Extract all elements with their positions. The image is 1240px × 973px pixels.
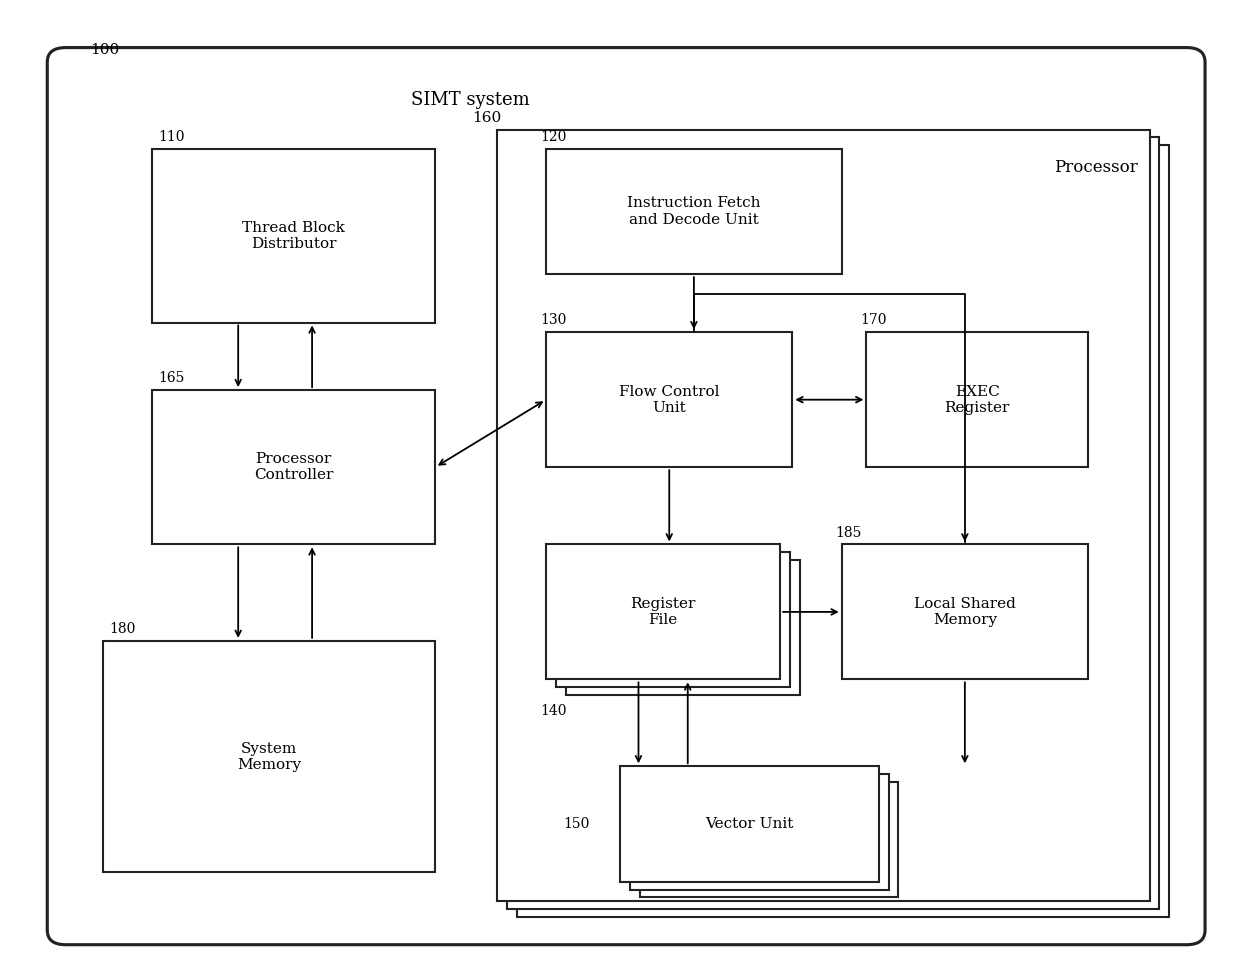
Text: Processor: Processor: [1054, 159, 1137, 175]
Text: Vector Unit: Vector Unit: [706, 817, 794, 831]
FancyBboxPatch shape: [517, 145, 1169, 917]
Text: 100: 100: [91, 43, 119, 57]
Text: Local Shared
Memory: Local Shared Memory: [914, 596, 1016, 627]
Text: Processor
Controller: Processor Controller: [254, 452, 334, 483]
FancyBboxPatch shape: [546, 332, 792, 467]
Text: System
Memory: System Memory: [237, 741, 301, 772]
Text: Register
File: Register File: [630, 596, 696, 627]
Text: 140: 140: [539, 703, 567, 717]
Text: 110: 110: [159, 130, 185, 144]
FancyBboxPatch shape: [103, 641, 435, 873]
Text: 165: 165: [159, 372, 185, 385]
Text: 180: 180: [109, 622, 135, 636]
FancyBboxPatch shape: [507, 137, 1159, 909]
FancyBboxPatch shape: [842, 544, 1087, 679]
FancyBboxPatch shape: [153, 149, 435, 322]
Text: 160: 160: [472, 111, 501, 125]
Text: 120: 120: [539, 130, 567, 144]
Text: 130: 130: [539, 313, 567, 327]
FancyBboxPatch shape: [565, 559, 800, 695]
FancyBboxPatch shape: [640, 781, 898, 897]
Text: SIMT system: SIMT system: [410, 91, 529, 109]
FancyBboxPatch shape: [620, 767, 879, 882]
FancyBboxPatch shape: [47, 48, 1205, 945]
Text: EXEC
Register: EXEC Register: [945, 384, 1009, 414]
FancyBboxPatch shape: [556, 552, 790, 687]
Text: Thread Block
Distributor: Thread Block Distributor: [242, 221, 345, 251]
FancyBboxPatch shape: [546, 149, 842, 274]
FancyBboxPatch shape: [867, 332, 1087, 467]
Text: 185: 185: [836, 525, 862, 540]
Text: 170: 170: [861, 313, 887, 327]
Text: 150: 150: [563, 817, 589, 831]
Text: Instruction Fetch
and Decode Unit: Instruction Fetch and Decode Unit: [627, 197, 760, 227]
FancyBboxPatch shape: [497, 129, 1149, 901]
Text: Flow Control
Unit: Flow Control Unit: [619, 384, 719, 414]
FancyBboxPatch shape: [546, 544, 780, 679]
FancyBboxPatch shape: [630, 774, 889, 889]
FancyBboxPatch shape: [153, 390, 435, 544]
